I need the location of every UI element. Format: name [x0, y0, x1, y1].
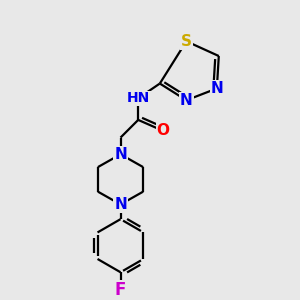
- Text: N: N: [211, 81, 223, 96]
- Text: F: F: [115, 281, 126, 299]
- Text: N: N: [114, 197, 127, 212]
- Text: O: O: [156, 123, 169, 138]
- Text: N: N: [114, 147, 127, 162]
- Text: S: S: [181, 34, 192, 49]
- Text: N: N: [180, 93, 193, 108]
- Text: HN: HN: [127, 91, 150, 105]
